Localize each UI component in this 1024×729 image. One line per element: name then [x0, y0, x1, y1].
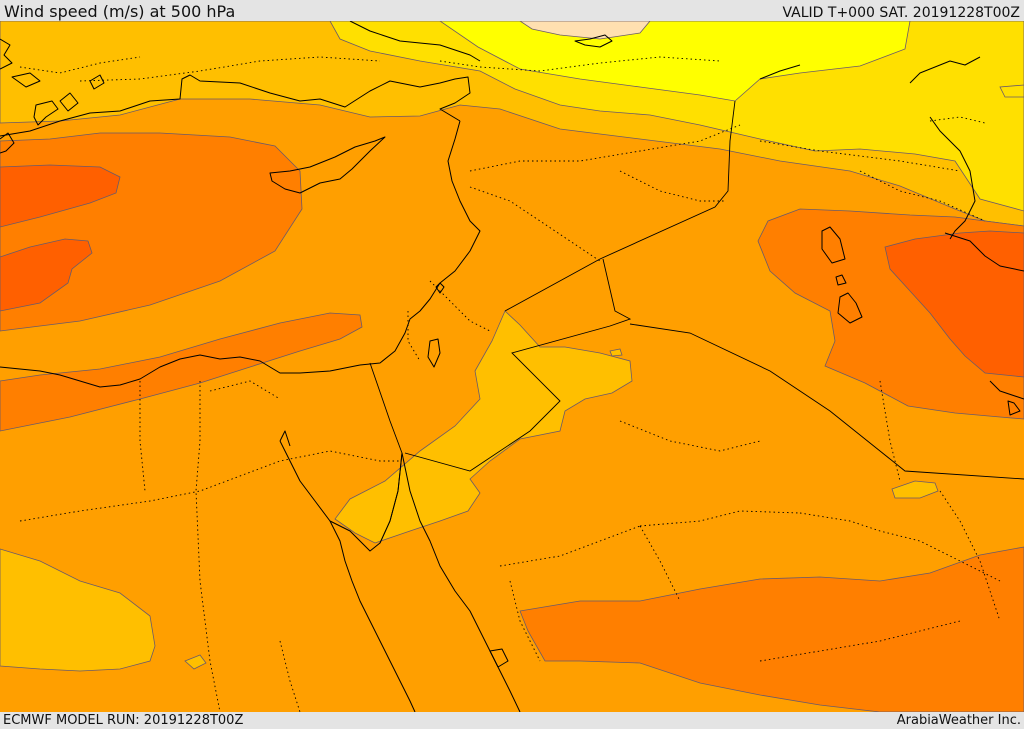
valid-time: VALID T+000 SAT. 20191228T00Z	[782, 5, 1020, 21]
header-bar: Wind speed (m/s) at 500 hPa VALID T+000 …	[0, 0, 1024, 21]
band-red-orange-west-2	[0, 238, 93, 312]
band-gold-patch-jordan	[609, 348, 623, 357]
band-gold-patch-arabia	[891, 480, 939, 499]
country-borders	[19, 56, 1001, 712]
map-title: Wind speed (m/s) at 500 hPa	[4, 2, 236, 21]
wind-speed-map	[0, 21, 1024, 712]
band-dark-orange-mid	[0, 312, 363, 432]
footer-bar: ECMWF MODEL RUN: 20191228T00Z ArabiaWeat…	[0, 712, 1024, 729]
band-dark-orange-south	[519, 546, 1024, 712]
band-red-orange-west-1	[0, 164, 121, 228]
credit-label: ArabiaWeather Inc.	[896, 713, 1021, 728]
model-run-label: ECMWF MODEL RUN: 20191228T00Z	[3, 713, 244, 728]
coastlines	[0, 21, 1024, 712]
band-gold-patch-sudan	[184, 654, 207, 670]
band-lightest-patch	[519, 21, 651, 40]
band-light-gold-patch-ne	[999, 84, 1024, 98]
band-red-orange-east	[884, 230, 1024, 378]
band-gold-west-south	[0, 548, 156, 672]
band-gold-jordan	[334, 310, 633, 544]
